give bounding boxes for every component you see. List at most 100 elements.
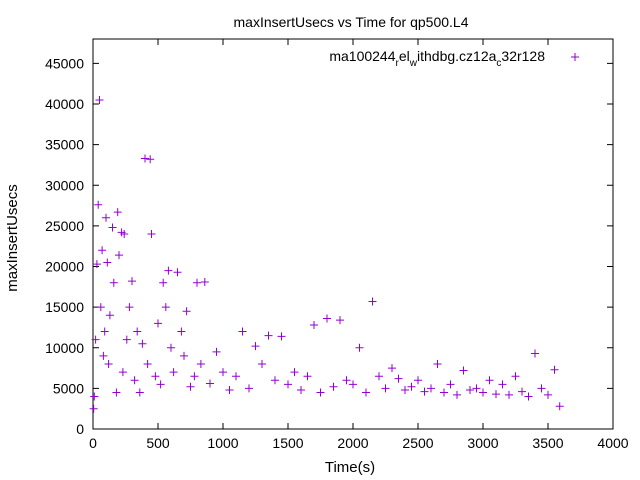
data-point [96,303,105,312]
data-point [407,382,416,391]
data-point [388,364,396,373]
data-point [120,230,129,238]
data-point [420,387,429,396]
data-point [258,360,266,368]
y-axis-label: maxInsertUsecs [4,184,21,292]
data-point [135,388,144,397]
data-point [115,251,123,260]
plot-frame [92,38,614,430]
data-point [375,372,383,381]
x-tick-label: 3500 [532,435,563,451]
data-point [108,223,117,232]
data-point [91,335,100,344]
data-point [90,392,99,401]
data-point [555,402,564,411]
data-point [89,404,98,413]
data-point [537,384,546,393]
data-point [128,277,136,286]
data-point [104,360,113,368]
data-point [355,343,364,352]
data-point [485,376,494,385]
data-point [146,155,155,164]
data-point [122,335,131,344]
data-point [284,380,292,389]
x-tick-label: 4000 [597,435,628,451]
data-point [550,365,559,374]
data-point [151,372,160,381]
data-point [154,319,162,328]
x-tick-label: 2500 [402,435,433,451]
data-point [212,347,221,356]
data-point [446,380,455,389]
y-tick-label: 0 [76,421,84,437]
data-point [531,349,539,358]
data-point [505,390,513,399]
data-point [219,368,227,377]
data-point [103,258,112,267]
data-point [323,314,331,323]
data-point [113,208,122,217]
data-point [414,376,422,385]
data-point [98,246,107,255]
x-tick-label: 500 [146,435,170,451]
data-point [498,380,507,389]
data-point [164,266,173,275]
data-point [95,95,104,104]
data-point [177,327,186,336]
data-point [173,268,182,277]
data-point [479,388,487,397]
data-points [89,95,564,413]
data-point [271,376,279,385]
data-point [94,200,103,209]
legend-marker [571,53,579,61]
x-tick-label: 0 [89,435,97,451]
data-point [245,384,253,393]
data-point [138,339,147,348]
data-point [102,213,110,222]
x-axis-label: Time(s) [325,459,375,476]
x-tick-label: 3000 [467,435,498,451]
x-tick-label: 1000 [207,435,238,451]
data-point [459,366,468,375]
y-axis: 0 5000 10000 15000 20000 25000 30000 35000 40000… [45,55,613,437]
data-point [196,360,205,368]
data-point [518,387,526,396]
data-point [159,278,168,287]
data-point [381,384,390,393]
data-point [190,372,199,381]
data-point [251,342,260,351]
data-point [310,321,318,329]
data-point [401,386,409,394]
y-tick-label: 45000 [45,55,84,71]
data-point [200,277,209,286]
data-point [316,388,325,397]
data-point [167,343,175,352]
y-tick-label: 5000 [53,380,84,396]
data-point [92,260,101,269]
data-point [141,154,149,163]
data-point [394,374,403,383]
y-tick-label: 35000 [45,137,84,153]
data-point [109,278,118,287]
data-point [225,386,234,394]
data-point [303,372,312,381]
data-point [156,380,165,389]
data-point [368,297,377,306]
data-point [329,382,338,391]
data-point [492,390,500,399]
data-point [277,332,286,341]
data-point [336,316,344,325]
data-point [161,303,170,312]
data-point [290,368,299,377]
data-point [112,388,121,397]
legend: ma100244relwithdbg.cz12ac32r128 [329,48,579,69]
data-point [427,384,435,393]
y-tick-label: 15000 [45,299,84,315]
y-tick-label: 25000 [45,218,84,234]
data-point [511,372,520,381]
data-point [105,311,114,320]
data-point [169,368,178,377]
data-point [100,327,109,336]
data-point [182,307,191,316]
